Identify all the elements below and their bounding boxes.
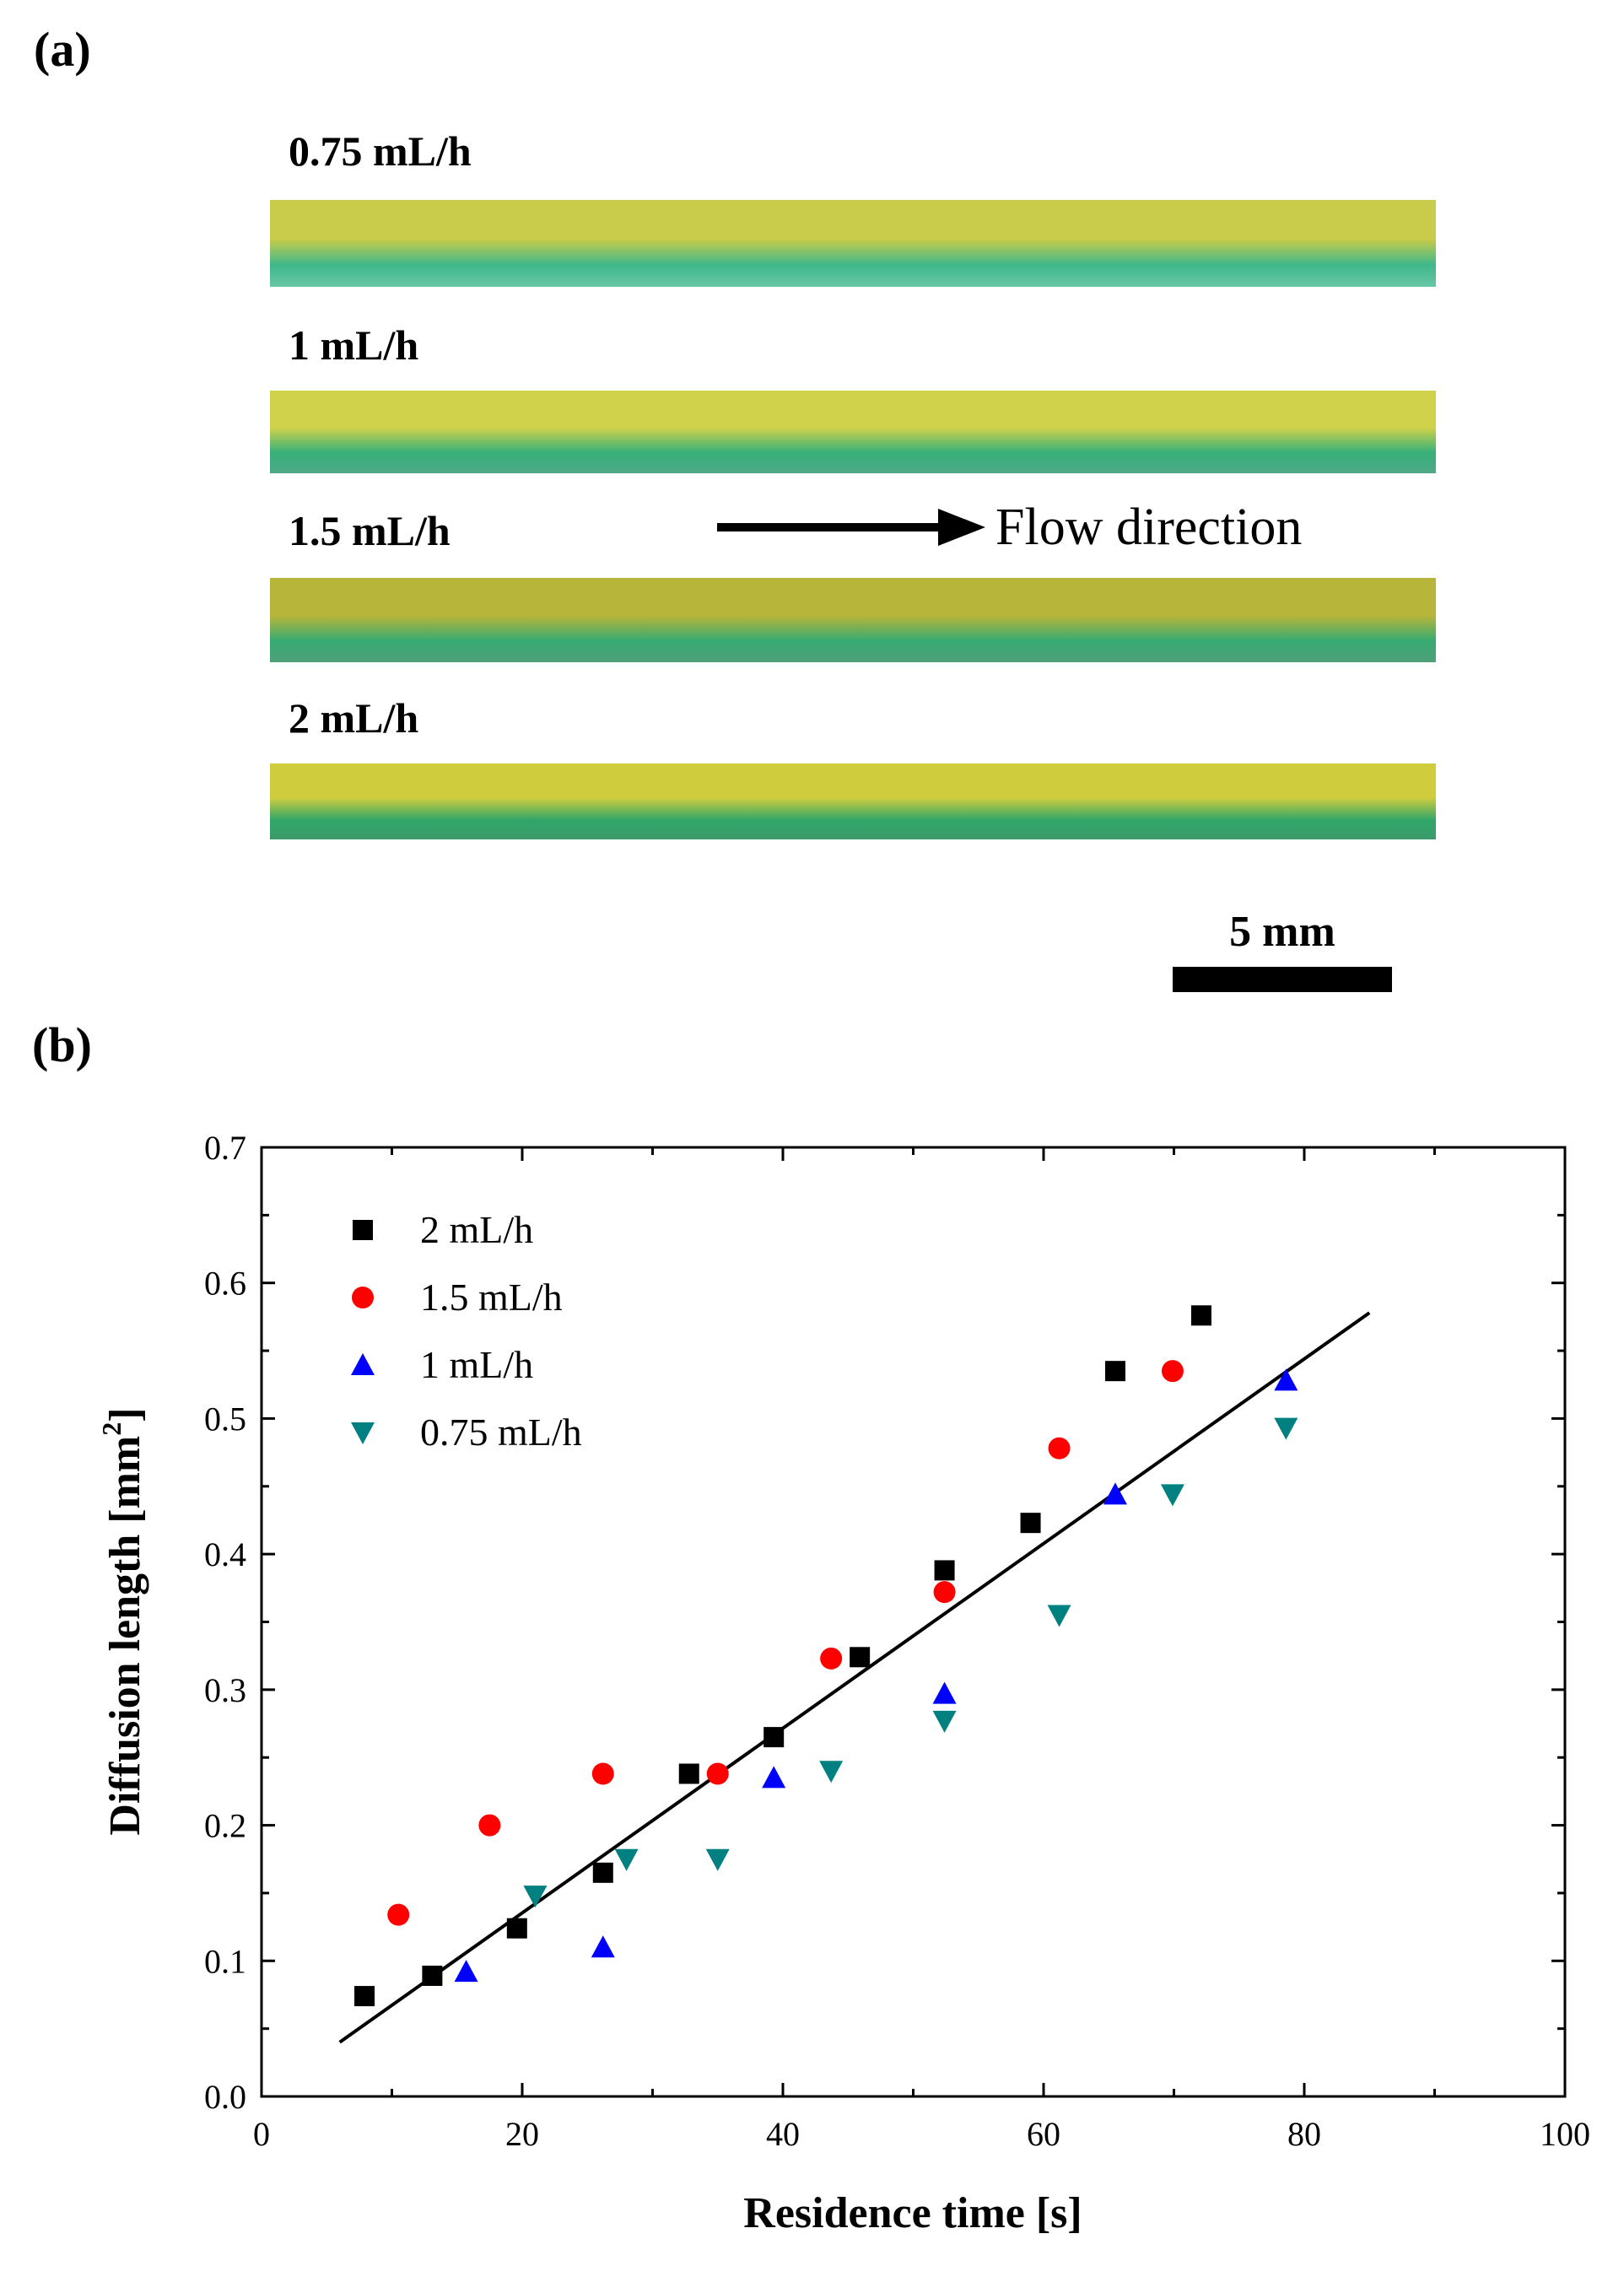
y-tick-label: 0.3 xyxy=(204,1671,246,1709)
data-point-series-2 xyxy=(762,1766,786,1789)
scale-bar-label: 5 mm xyxy=(1229,908,1335,956)
y-axis-label: Diffusion length [mm2] xyxy=(96,1407,149,1835)
data-point-series-0 xyxy=(422,1965,443,1986)
data-point-series-0 xyxy=(1020,1513,1041,1534)
data-point-series-2 xyxy=(932,1681,957,1704)
data-point-series-0 xyxy=(354,1986,375,2007)
data-point-series-3 xyxy=(614,1848,639,1871)
strip-label-1: 1 mL/h xyxy=(289,321,419,369)
scale-bar-line xyxy=(1173,967,1392,992)
data-point-series-2 xyxy=(1103,1482,1127,1505)
legend-label-0: 2 mL/h xyxy=(420,1208,533,1251)
data-point-series-1 xyxy=(478,1814,501,1837)
x-tick-label: 20 xyxy=(505,2115,539,2153)
data-point-series-3 xyxy=(1047,1605,1071,1627)
data-point-series-1 xyxy=(933,1581,956,1604)
x-tick-label: 40 xyxy=(766,2115,800,2153)
data-point-series-1 xyxy=(1048,1437,1071,1459)
channel-image-1 xyxy=(270,391,1436,473)
data-point-series-0 xyxy=(850,1647,871,1668)
data-point-series-1 xyxy=(1161,1360,1184,1383)
y-tick-label: 0.6 xyxy=(204,1265,246,1303)
legend-marker-0 xyxy=(353,1220,373,1240)
y-axis-label-close: ] xyxy=(101,1407,149,1422)
data-point-series-2 xyxy=(454,1960,478,1983)
data-point-series-0 xyxy=(763,1727,785,1748)
x-tick-label: 80 xyxy=(1287,2115,1321,2153)
y-axis-label-main: Diffusion length [mm xyxy=(101,1436,149,1836)
data-point-series-2 xyxy=(1274,1368,1298,1391)
y-tick-label: 0.7 xyxy=(204,1129,246,1167)
data-point-series-0 xyxy=(592,1862,613,1883)
y-tick-label: 0.5 xyxy=(204,1400,246,1438)
legend-label-3: 0.75 mL/h xyxy=(420,1411,582,1454)
legend-marker-1 xyxy=(352,1287,374,1308)
y-tick-label: 0.4 xyxy=(204,1535,246,1573)
flow-direction-label: Flow direction xyxy=(995,498,1303,556)
channel-image-0.75 xyxy=(270,200,1436,287)
y-axis-label-superscript: 2 xyxy=(96,1422,127,1436)
data-point-series-3 xyxy=(1160,1484,1184,1507)
data-point-series-3 xyxy=(523,1886,548,1908)
data-point-series-2 xyxy=(591,1935,615,1958)
data-point-series-3 xyxy=(705,1848,730,1871)
data-point-series-0 xyxy=(1190,1305,1211,1326)
x-tick-label: 60 xyxy=(1027,2115,1060,2153)
flow-direction: Flow direction xyxy=(717,499,1302,556)
data-point-series-3 xyxy=(1274,1417,1298,1440)
data-point-series-1 xyxy=(387,1903,410,1926)
strip-label-0.75: 0.75 mL/h xyxy=(289,127,472,175)
y-tick-label: 0.1 xyxy=(204,1942,246,1980)
scatter-chart: 0 20 40 60 80 100 0.0 0.1 0.2 0.3 0.4 0.5 0.6 0.7 2 m… xyxy=(96,1129,1590,2237)
legend-label-2: 1 mL/h xyxy=(420,1343,533,1386)
data-point-series-0 xyxy=(1104,1361,1125,1382)
panel-a-label: (a) xyxy=(34,22,91,77)
x-tick-label: 100 xyxy=(1540,2115,1590,2153)
panel-b-label: (b) xyxy=(32,1017,92,1072)
data-point-series-0 xyxy=(934,1560,955,1581)
scale-bar: 5 mm xyxy=(1173,907,1392,992)
data-point-series-0 xyxy=(506,1918,527,1939)
data-point-series-3 xyxy=(819,1761,844,1783)
y-tick-label: 0.0 xyxy=(204,2078,246,2116)
legend-marker-3 xyxy=(351,1422,375,1444)
data-point-series-3 xyxy=(932,1710,957,1733)
strip-label-2: 2 mL/h xyxy=(289,694,419,742)
channel-image-1.5 xyxy=(270,578,1436,662)
data-point-series-1 xyxy=(706,1762,729,1785)
x-axis-label: Residence time [s] xyxy=(743,2189,1082,2237)
legend-label-1: 1.5 mL/h xyxy=(420,1276,563,1319)
arrow-right-icon xyxy=(717,509,985,546)
strip-label-1.5: 1.5 mL/h xyxy=(289,507,451,554)
data-point-series-0 xyxy=(678,1763,699,1784)
channel-image-2 xyxy=(270,763,1436,839)
y-tick-label: 0.2 xyxy=(204,1807,246,1845)
legend-marker-2 xyxy=(351,1353,375,1375)
x-tick-label: 0 xyxy=(253,2115,270,2153)
data-point-series-1 xyxy=(820,1647,843,1670)
data-point-series-1 xyxy=(591,1762,614,1785)
